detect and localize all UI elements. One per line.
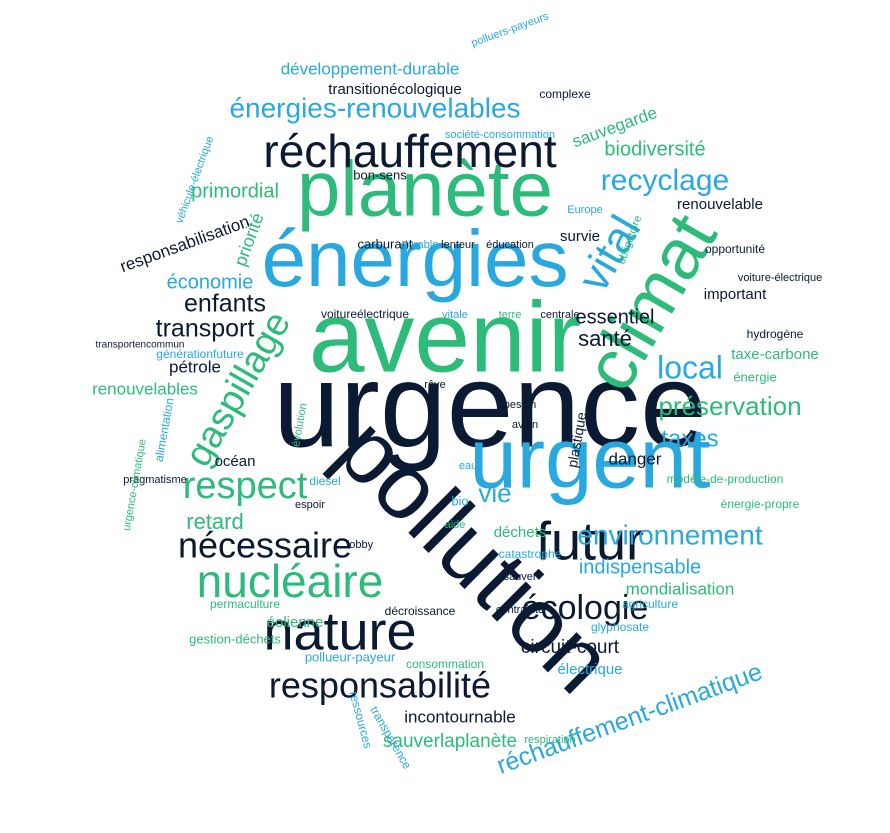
word: vitale [442, 309, 468, 321]
word: voiture-électrique [738, 272, 822, 284]
word: sauverlaplanète [383, 731, 517, 752]
word: transport [156, 315, 255, 343]
word: enfants [184, 290, 266, 318]
word: pollueur-payeur [305, 649, 396, 664]
word: agriculture [622, 597, 678, 611]
word: décroissance [385, 604, 456, 618]
word: Europe [567, 204, 602, 216]
word: espoir [295, 499, 325, 511]
word: sauver [503, 571, 536, 583]
word: alimentation [152, 397, 177, 463]
word: développement-durable [281, 59, 460, 78]
word: lobby [347, 539, 374, 551]
word: local [657, 349, 723, 385]
word: bio [451, 493, 468, 508]
word: futur [536, 511, 644, 571]
word: carburant [358, 236, 413, 251]
word: modèle-de-production [667, 472, 784, 486]
word: survie [560, 228, 600, 245]
word: éducation [486, 239, 534, 251]
word: danger [609, 449, 662, 468]
word: vie [478, 478, 511, 508]
word: transportencommun [96, 340, 185, 351]
word: voitureélectrique [321, 307, 409, 321]
word: nucléaire [197, 555, 384, 607]
word: primordial [191, 180, 279, 202]
word: pétrole [169, 357, 221, 376]
word: glyphosate [591, 620, 649, 634]
word: aide [445, 519, 466, 531]
word: hydrogène [747, 327, 804, 341]
word: électrique [557, 661, 622, 678]
word: essentiel [576, 306, 655, 328]
word: catastrophe [499, 547, 562, 561]
word: permaculture [210, 597, 280, 611]
word: urgence [273, 339, 707, 473]
word: préservation [658, 391, 801, 421]
word: terre [499, 309, 522, 321]
word: complexe [539, 87, 591, 101]
word: biodiversité [604, 138, 705, 160]
word: nature [263, 601, 416, 661]
word: renouvelable [677, 196, 763, 213]
word: transitionécologique [328, 81, 461, 98]
word: avion [512, 419, 538, 431]
word: réchauffement [263, 125, 556, 177]
word: énergie [733, 369, 776, 384]
word: taxes [661, 425, 718, 452]
word: énergies [262, 214, 569, 303]
word: environnement [577, 519, 762, 550]
word: responsabilité [269, 665, 491, 706]
word: mondialisation [626, 579, 735, 598]
word: éolienne [267, 614, 324, 631]
word: opportunité [705, 242, 765, 256]
word: important [704, 286, 767, 303]
word: société-consommation [445, 129, 555, 141]
word: énergie-propre [721, 497, 800, 511]
word: bon-sens [353, 167, 407, 182]
word: respect [183, 465, 308, 507]
word: contrainte [496, 604, 544, 616]
word: générationfuture [156, 347, 244, 361]
word: circuit-court [521, 637, 620, 658]
word: durable [402, 239, 439, 251]
word: rêve [424, 379, 445, 391]
word: consommation [406, 657, 484, 671]
word: nécessaire [178, 525, 352, 566]
word: déchets [494, 524, 547, 541]
word: diesel [309, 474, 340, 488]
word: respiration [524, 734, 575, 746]
word: centrale [540, 309, 579, 321]
word: recyclage [601, 164, 729, 197]
word: gestion-déchets [189, 631, 281, 646]
word: énergies-renouvelables [229, 92, 520, 123]
word: retard [186, 509, 243, 534]
word: polluers-payeurs [470, 10, 551, 49]
word: eau [459, 460, 477, 472]
word: urgent [469, 411, 710, 506]
word: incontournable [404, 707, 516, 726]
word: taxe-carbone [731, 346, 819, 363]
word: avenir [309, 281, 581, 393]
word: besoin [504, 399, 536, 411]
word: indispensable [579, 556, 701, 578]
word: pragmatisme [123, 474, 187, 486]
word: écologie [522, 589, 649, 627]
word: océan [215, 453, 256, 470]
word: santé [578, 326, 632, 351]
word: économie [167, 271, 254, 293]
word: planète [297, 145, 553, 233]
word: renouvelables [92, 379, 198, 398]
word: lenteur [441, 239, 475, 251]
